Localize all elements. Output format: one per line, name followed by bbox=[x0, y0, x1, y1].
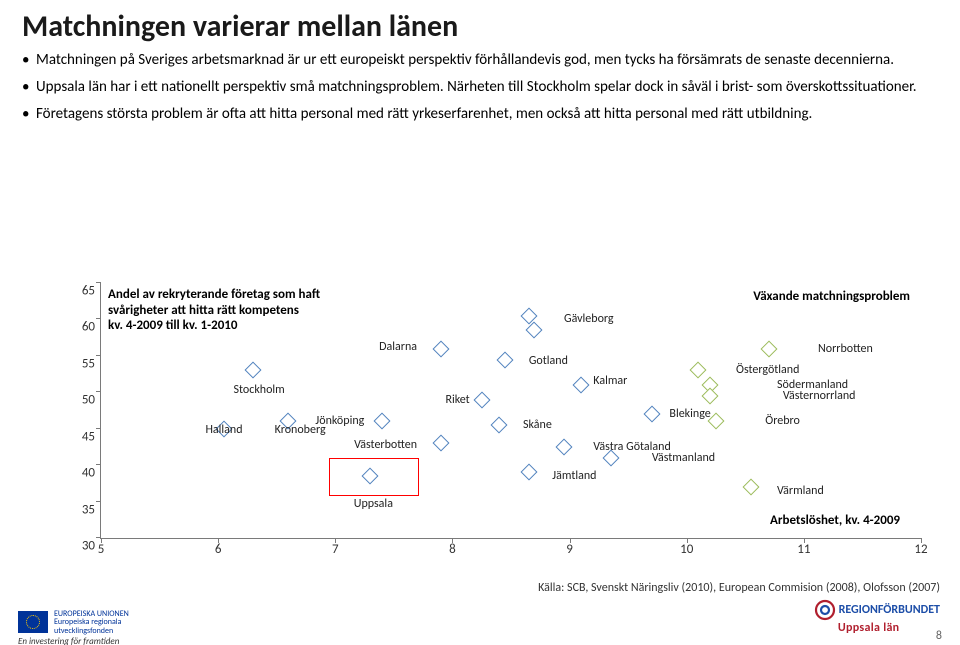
data-point bbox=[432, 435, 449, 452]
point-label: Västerbotten bbox=[354, 438, 417, 452]
data-point bbox=[497, 351, 514, 368]
point-label: Gotland bbox=[529, 354, 568, 368]
data-point bbox=[555, 438, 572, 455]
eu-logo: EUROPEISKA UNIONEN Europeiska regionala … bbox=[18, 610, 129, 635]
bullet-item: •Företagens största problem är ofta att … bbox=[22, 105, 930, 124]
investment-tagline: En investering för framtiden bbox=[18, 636, 119, 645]
y-tick: 40 bbox=[82, 466, 101, 481]
data-point bbox=[573, 377, 590, 394]
ul-label: Uppsala län bbox=[838, 621, 900, 635]
data-point bbox=[743, 479, 760, 496]
y-tick: 50 bbox=[82, 393, 101, 408]
bullet-dot: • bbox=[22, 105, 36, 124]
point-label: Värmland bbox=[777, 484, 824, 498]
bullet-dot: • bbox=[22, 78, 36, 97]
x-axis-title: Arbetslöshet, kv. 4-2009 bbox=[770, 513, 900, 528]
point-label: Örebro bbox=[765, 414, 800, 428]
bullet-text: Företagens största problem är ofta att h… bbox=[36, 105, 812, 124]
eu-flag-icon bbox=[18, 611, 48, 633]
data-point bbox=[760, 340, 777, 357]
point-label: Blekinge bbox=[669, 407, 710, 421]
point-label: Riket bbox=[445, 393, 469, 407]
scatter-chart: 303540455055606556789101112UppsalaHallan… bbox=[60, 283, 940, 563]
data-point bbox=[473, 391, 490, 408]
data-point bbox=[491, 417, 508, 434]
y-tick: 65 bbox=[82, 284, 101, 299]
bullet-item: •Uppsala län har i ett nationellt perspe… bbox=[22, 78, 930, 97]
point-label: Norrbotten bbox=[818, 342, 873, 356]
y-tick: 60 bbox=[82, 320, 101, 335]
point-label: Skåne bbox=[523, 418, 552, 432]
data-point bbox=[690, 362, 707, 379]
point-label: Jönköping bbox=[315, 414, 364, 428]
source-text: Källa: SCB, Svenskt Näringsliv (2010), E… bbox=[538, 581, 940, 595]
bullet-dot: • bbox=[22, 51, 36, 70]
point-label: Jämtland bbox=[552, 469, 596, 483]
regionforbundet-logo: REGIONFÖRBUNDET Uppsala län bbox=[814, 599, 940, 635]
data-point bbox=[245, 362, 262, 379]
data-point bbox=[643, 406, 660, 423]
point-label: Västmanland bbox=[652, 451, 715, 465]
eu-line3: utvecklingsfonden bbox=[54, 626, 113, 636]
point-label: Halland bbox=[205, 423, 242, 437]
y-tick: 35 bbox=[82, 502, 101, 517]
y-tick: 55 bbox=[82, 356, 101, 371]
point-label: Dalarna bbox=[379, 340, 417, 354]
page-title: Matchningen varierar mellan länen bbox=[22, 8, 960, 45]
y-description: Andel av rekryterande företag som haftsv… bbox=[108, 287, 320, 334]
y-tick: 45 bbox=[82, 429, 101, 444]
data-point bbox=[374, 413, 391, 430]
bullet-text: Matchningen på Sveriges arbetsmarknad är… bbox=[36, 51, 894, 70]
point-label: Gävleborg bbox=[564, 312, 614, 326]
point-label: Västernorrland bbox=[783, 389, 856, 403]
point-label-uppsala: Uppsala bbox=[354, 497, 393, 511]
bullet-text: Uppsala län har i ett nationellt perspek… bbox=[36, 78, 917, 97]
data-point bbox=[702, 387, 719, 404]
bullet-item: •Matchningen på Sveriges arbetsmarknad ä… bbox=[22, 51, 930, 70]
data-point bbox=[520, 464, 537, 481]
point-label: Kalmar bbox=[593, 374, 627, 388]
data-point bbox=[432, 340, 449, 357]
point-label: Stockholm bbox=[234, 383, 285, 397]
bullet-list: •Matchningen på Sveriges arbetsmarknad ä… bbox=[22, 51, 930, 123]
rf-label: REGIONFÖRBUNDET bbox=[839, 603, 940, 617]
point-label: Östergötland bbox=[736, 363, 799, 377]
growing-problem-label: Växande matchningsproblem bbox=[753, 289, 910, 304]
